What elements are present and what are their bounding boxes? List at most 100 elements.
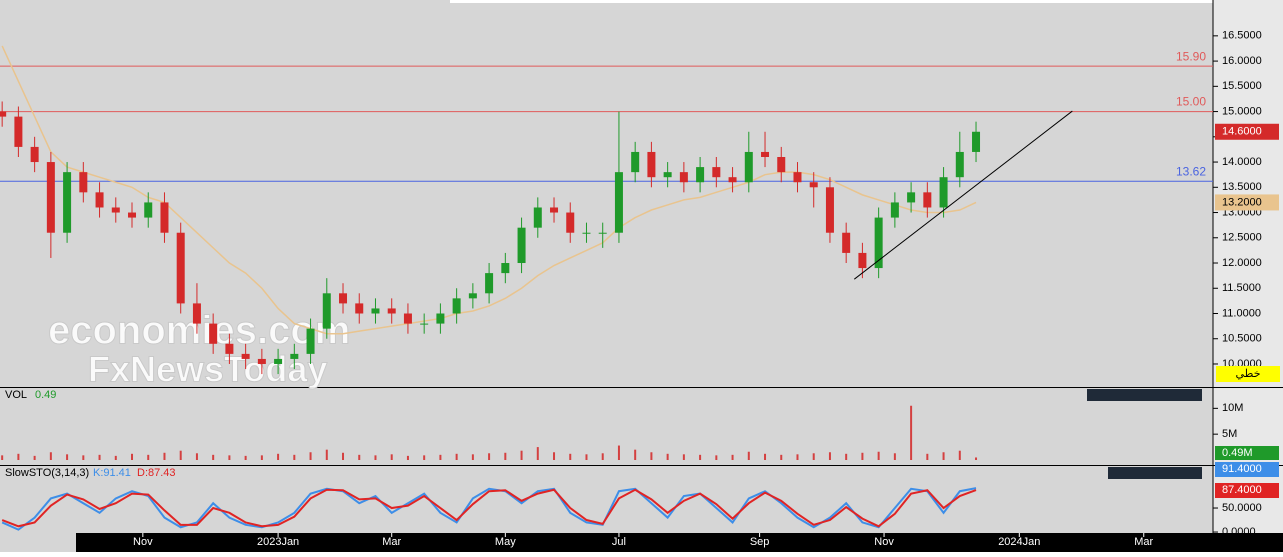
- volume-bar: [520, 450, 523, 460]
- volume-bar: [471, 454, 474, 460]
- candle-body: [160, 202, 169, 233]
- candle-body: [550, 207, 559, 213]
- volume-bar: [17, 453, 20, 460]
- volume-bar: [634, 449, 637, 460]
- x-tick-label: May: [495, 536, 516, 548]
- candle-body: [647, 151, 656, 178]
- y-tick-label: 15.5000: [1222, 80, 1262, 92]
- y-tick-label: 10.5000: [1222, 333, 1262, 345]
- candle-body: [972, 131, 981, 152]
- badge: خطي: [1236, 368, 1261, 380]
- candle-body: [485, 273, 494, 294]
- volume-bar: [358, 454, 361, 460]
- y-tick-label: 50.0000: [1222, 502, 1262, 514]
- volume-bar: [98, 454, 101, 460]
- candle-body: [566, 212, 575, 233]
- volume-bar: [244, 455, 247, 460]
- x-tick-label: 2023Jan: [257, 536, 299, 548]
- candle-body: [387, 308, 396, 314]
- date-axis-bar: [76, 533, 1283, 552]
- candle-body: [679, 172, 688, 183]
- volume-bar: [179, 450, 182, 460]
- x-tick-label: Nov: [874, 536, 894, 548]
- stoch-value: 87.4000: [1222, 484, 1262, 496]
- candle-body: [274, 358, 283, 364]
- x-tick-label: 2024Jan: [998, 536, 1040, 548]
- candle-body: [533, 207, 542, 228]
- volume-bar: [374, 455, 377, 460]
- candle-body: [452, 298, 461, 314]
- volume-bar: [942, 452, 945, 460]
- candle-body: [144, 202, 153, 218]
- legend-entry: D:87.43: [137, 467, 176, 479]
- y-tick-label: 0.0000: [1222, 526, 1256, 538]
- panel-toolbar[interactable]: [1087, 389, 1202, 401]
- candle-body: [907, 192, 916, 203]
- volume-bar: [812, 453, 815, 460]
- stoch-line: [1, 487, 977, 531]
- stoch-value-box: [1215, 462, 1279, 477]
- volume-bar: [131, 453, 134, 460]
- volume-bar: [845, 453, 848, 460]
- panel-toolbar[interactable]: [1108, 467, 1202, 479]
- candle-body: [79, 172, 88, 193]
- candle-body: [306, 328, 315, 354]
- volume-bar: [553, 452, 556, 460]
- volume-bar: [585, 454, 588, 460]
- candle-body: [890, 202, 899, 218]
- candle-body: [128, 212, 137, 218]
- volume-bar: [260, 455, 263, 460]
- volume-bar: [666, 453, 669, 460]
- volume-bar: [439, 454, 442, 460]
- candle-body: [728, 177, 737, 183]
- legend-entry: K:91.41: [93, 467, 131, 479]
- candle-body: [582, 232, 591, 234]
- x-tick-label: Mar: [1134, 536, 1153, 548]
- candle-body: [436, 313, 445, 324]
- candle-body: [290, 353, 299, 359]
- volume-bar: [114, 455, 117, 460]
- y-tick-label: 12.5000: [1222, 232, 1262, 244]
- volume-bar: [796, 454, 799, 460]
- ma-value-box: [1215, 194, 1279, 211]
- candle-body: [468, 293, 477, 299]
- candle-body: [30, 146, 39, 163]
- volume-bar: [893, 453, 896, 460]
- volume-bar: [747, 451, 750, 460]
- volume-bar: [569, 453, 572, 460]
- volume-bar: [731, 454, 734, 460]
- volume-bar: [406, 455, 409, 460]
- candle-body: [241, 353, 250, 359]
- y-tick-label: 11.5000: [1222, 282, 1261, 294]
- volume-bar: [764, 453, 767, 460]
- volume-bar: [455, 453, 458, 460]
- volume-bar: [342, 452, 345, 460]
- candle-body: [111, 207, 120, 213]
- volume-bar: [650, 452, 653, 460]
- y-tick-label: 11.0000: [1222, 307, 1261, 319]
- volume-bar: [975, 457, 978, 460]
- volume-bar: [1, 455, 4, 460]
- y-tick-label: 5M: [1222, 428, 1237, 440]
- last-price-box: [1215, 123, 1279, 140]
- candle-body: [598, 232, 607, 234]
- candle-body: [614, 172, 623, 233]
- x-tick-label: Mar: [382, 536, 401, 548]
- volume-bar: [828, 452, 831, 460]
- candle-body: [14, 116, 23, 147]
- stoch-line: [1, 488, 977, 528]
- volume-bar: [212, 454, 215, 460]
- candle-body: [744, 151, 753, 183]
- y-tick-label: 15.0000: [1222, 105, 1262, 117]
- candle-body: [663, 172, 672, 178]
- candle-body: [777, 157, 786, 173]
- candle-body: [339, 293, 348, 304]
- panel-title: VOL: [5, 389, 27, 401]
- candle-body: [420, 323, 429, 325]
- candle-body: [355, 303, 364, 314]
- candle-body: [322, 293, 331, 329]
- candle-body: [955, 151, 964, 178]
